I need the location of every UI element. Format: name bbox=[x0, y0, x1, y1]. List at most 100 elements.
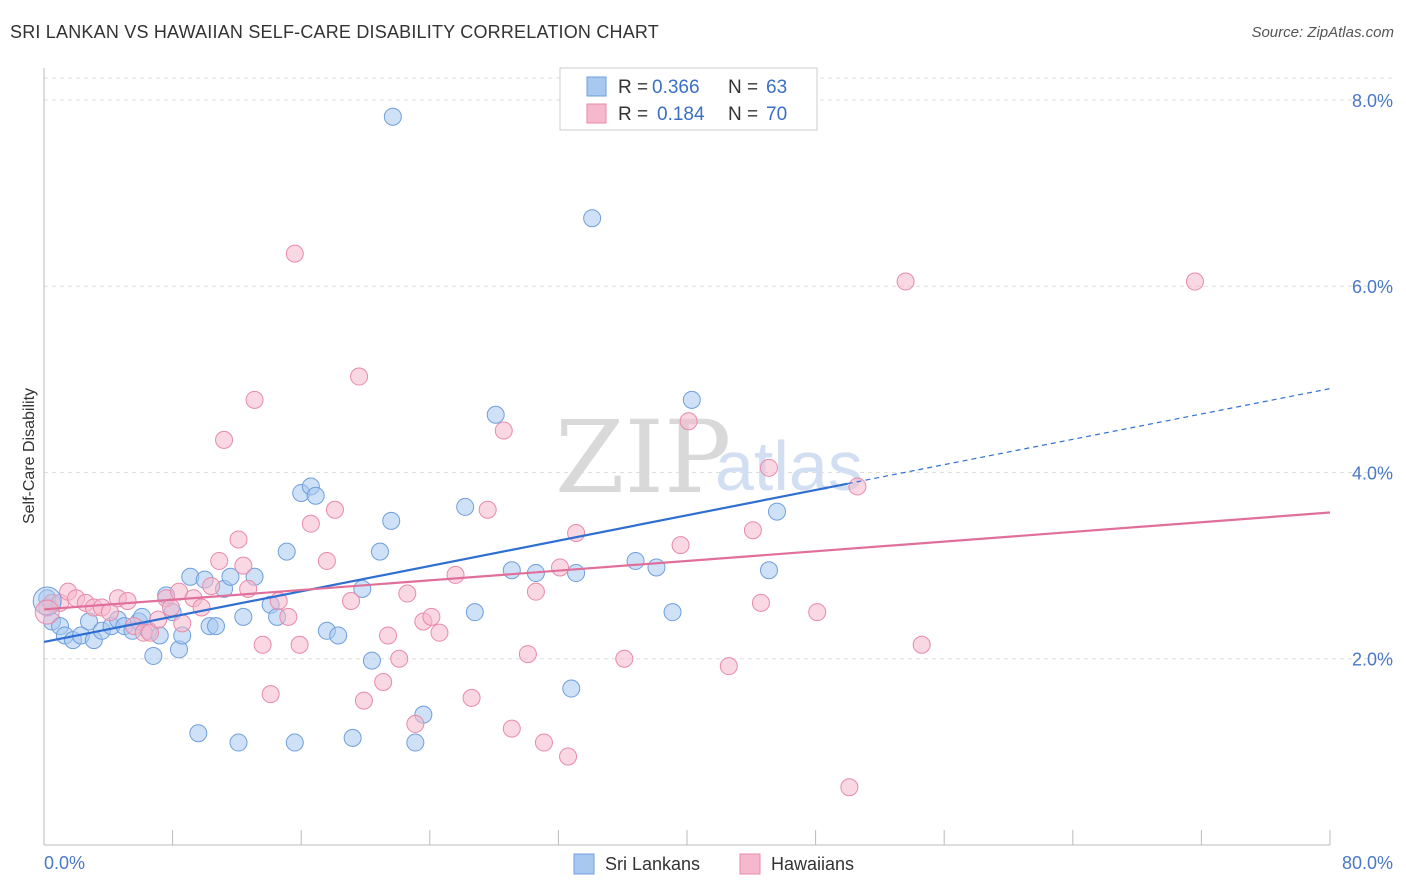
point-hawaiians bbox=[406, 714, 425, 733]
point-hawaiians bbox=[379, 626, 398, 645]
point-hawaiians bbox=[840, 778, 859, 797]
point-sri-lankans bbox=[306, 486, 325, 505]
point-hawaiians bbox=[210, 551, 229, 570]
point-sri-lankans bbox=[285, 733, 304, 752]
point-sri-lankans bbox=[759, 561, 778, 580]
point-hawaiians bbox=[808, 603, 827, 622]
legend-swatch-sri-lankans bbox=[586, 76, 607, 97]
point-sri-lankans bbox=[383, 107, 402, 126]
point-sri-lankans bbox=[626, 551, 645, 570]
point-hawaiians bbox=[245, 390, 264, 409]
point-hawaiians bbox=[354, 691, 373, 710]
point-sri-lankans bbox=[343, 728, 362, 747]
legend-n-value: 63 bbox=[766, 77, 787, 98]
y-tick-label: 8.0% bbox=[1352, 91, 1393, 111]
point-sri-lankans bbox=[229, 733, 248, 752]
point-sri-lankans bbox=[382, 511, 401, 530]
series-label-hawaiians: Hawaiians bbox=[771, 854, 854, 874]
point-sri-lankans bbox=[502, 561, 521, 580]
point-hawaiians bbox=[173, 614, 192, 633]
point-hawaiians bbox=[390, 649, 409, 668]
point-hawaiians bbox=[279, 607, 298, 626]
point-hawaiians bbox=[743, 521, 762, 540]
stats-legend: R = 0.366 N = 63 R = 0.184 N = 70 bbox=[559, 67, 818, 131]
point-sri-lankans bbox=[768, 502, 787, 521]
y-axis-label: Self-Care Disability bbox=[21, 388, 38, 524]
point-sri-lankans bbox=[456, 497, 475, 516]
point-hawaiians bbox=[202, 577, 221, 596]
point-sri-lankans bbox=[189, 724, 208, 743]
point-sri-lankans bbox=[370, 542, 389, 561]
point-sri-lankans bbox=[144, 646, 163, 665]
watermark: ZIP atlas bbox=[555, 399, 863, 516]
point-hawaiians bbox=[430, 623, 449, 642]
legend-r-value: 0.184 bbox=[657, 104, 705, 125]
point-hawaiians bbox=[559, 747, 578, 766]
point-hawaiians bbox=[671, 536, 690, 555]
point-hawaiians bbox=[317, 551, 336, 570]
point-hawaiians bbox=[615, 649, 634, 668]
legend-r-label: R = bbox=[618, 77, 648, 98]
trend-line-sri-lankans-extension bbox=[847, 388, 1331, 485]
series-swatch-sri-lankans bbox=[573, 853, 595, 875]
point-hawaiians bbox=[253, 635, 272, 654]
point-hawaiians bbox=[422, 607, 441, 626]
point-hawaiians bbox=[502, 719, 521, 738]
point-hawaiians bbox=[719, 657, 738, 676]
legend-r-value: 0.366 bbox=[652, 77, 700, 98]
watermark-zip: ZIP bbox=[555, 399, 731, 516]
point-hawaiians bbox=[534, 733, 553, 752]
point-hawaiians bbox=[141, 623, 160, 642]
legend-n-label: N = bbox=[728, 104, 758, 125]
point-sri-lankans bbox=[277, 542, 296, 561]
point-hawaiians bbox=[462, 688, 481, 707]
point-sri-lankans bbox=[647, 558, 666, 577]
point-hawaiians bbox=[301, 514, 320, 533]
point-hawaiians bbox=[290, 635, 309, 654]
point-cluster-hawaiians bbox=[34, 599, 60, 625]
x-tick-label-max: 80.0% bbox=[1342, 853, 1393, 873]
point-hawaiians bbox=[912, 635, 931, 654]
trend-line-sri-lankans bbox=[43, 482, 848, 644]
point-sri-lankans bbox=[207, 617, 226, 636]
point-hawaiians bbox=[478, 500, 497, 519]
series-legend: Sri Lankans Hawaiians bbox=[573, 853, 854, 875]
point-sri-lankans bbox=[562, 679, 581, 698]
point-hawaiians bbox=[325, 500, 344, 519]
point-hawaiians bbox=[342, 591, 361, 610]
point-sri-lankans bbox=[682, 390, 701, 409]
point-hawaiians bbox=[350, 367, 369, 386]
series-label-sri-lankans: Sri Lankans bbox=[605, 854, 700, 874]
trend-layer bbox=[43, 388, 1331, 644]
points-layer bbox=[32, 107, 1204, 797]
point-hawaiians bbox=[526, 582, 545, 601]
point-sri-lankans bbox=[486, 405, 505, 424]
point-sri-lankans bbox=[221, 567, 240, 586]
point-hawaiians bbox=[161, 598, 180, 617]
point-sri-lankans bbox=[234, 607, 253, 626]
point-hawaiians bbox=[398, 584, 417, 603]
point-sri-lankans bbox=[465, 603, 484, 622]
axis-layer: 2.0% 4.0% 6.0% 8.0% bbox=[43, 68, 1393, 846]
point-hawaiians bbox=[759, 458, 778, 477]
point-sri-lankans bbox=[329, 626, 348, 645]
point-sri-lankans bbox=[567, 564, 586, 583]
point-hawaiians bbox=[848, 477, 867, 496]
point-sri-lankans bbox=[362, 651, 381, 670]
point-hawaiians bbox=[518, 645, 537, 664]
point-sri-lankans bbox=[406, 733, 425, 752]
x-tick-label-min: 0.0% bbox=[44, 853, 85, 873]
chart-title: SRI LANKAN VS HAWAIIAN SELF-CARE DISABIL… bbox=[10, 22, 660, 42]
point-hawaiians bbox=[751, 593, 770, 612]
point-hawaiians bbox=[261, 685, 280, 704]
point-sri-lankans bbox=[663, 603, 682, 622]
point-hawaiians bbox=[229, 530, 248, 549]
point-hawaiians bbox=[896, 272, 915, 291]
y-tick-label: 2.0% bbox=[1352, 650, 1393, 670]
legend-n-label: N = bbox=[728, 77, 758, 98]
legend-n-value: 70 bbox=[766, 104, 787, 125]
point-hawaiians bbox=[494, 421, 513, 440]
y-tick-label: 4.0% bbox=[1352, 463, 1393, 483]
y-tick-label: 6.0% bbox=[1352, 277, 1393, 297]
